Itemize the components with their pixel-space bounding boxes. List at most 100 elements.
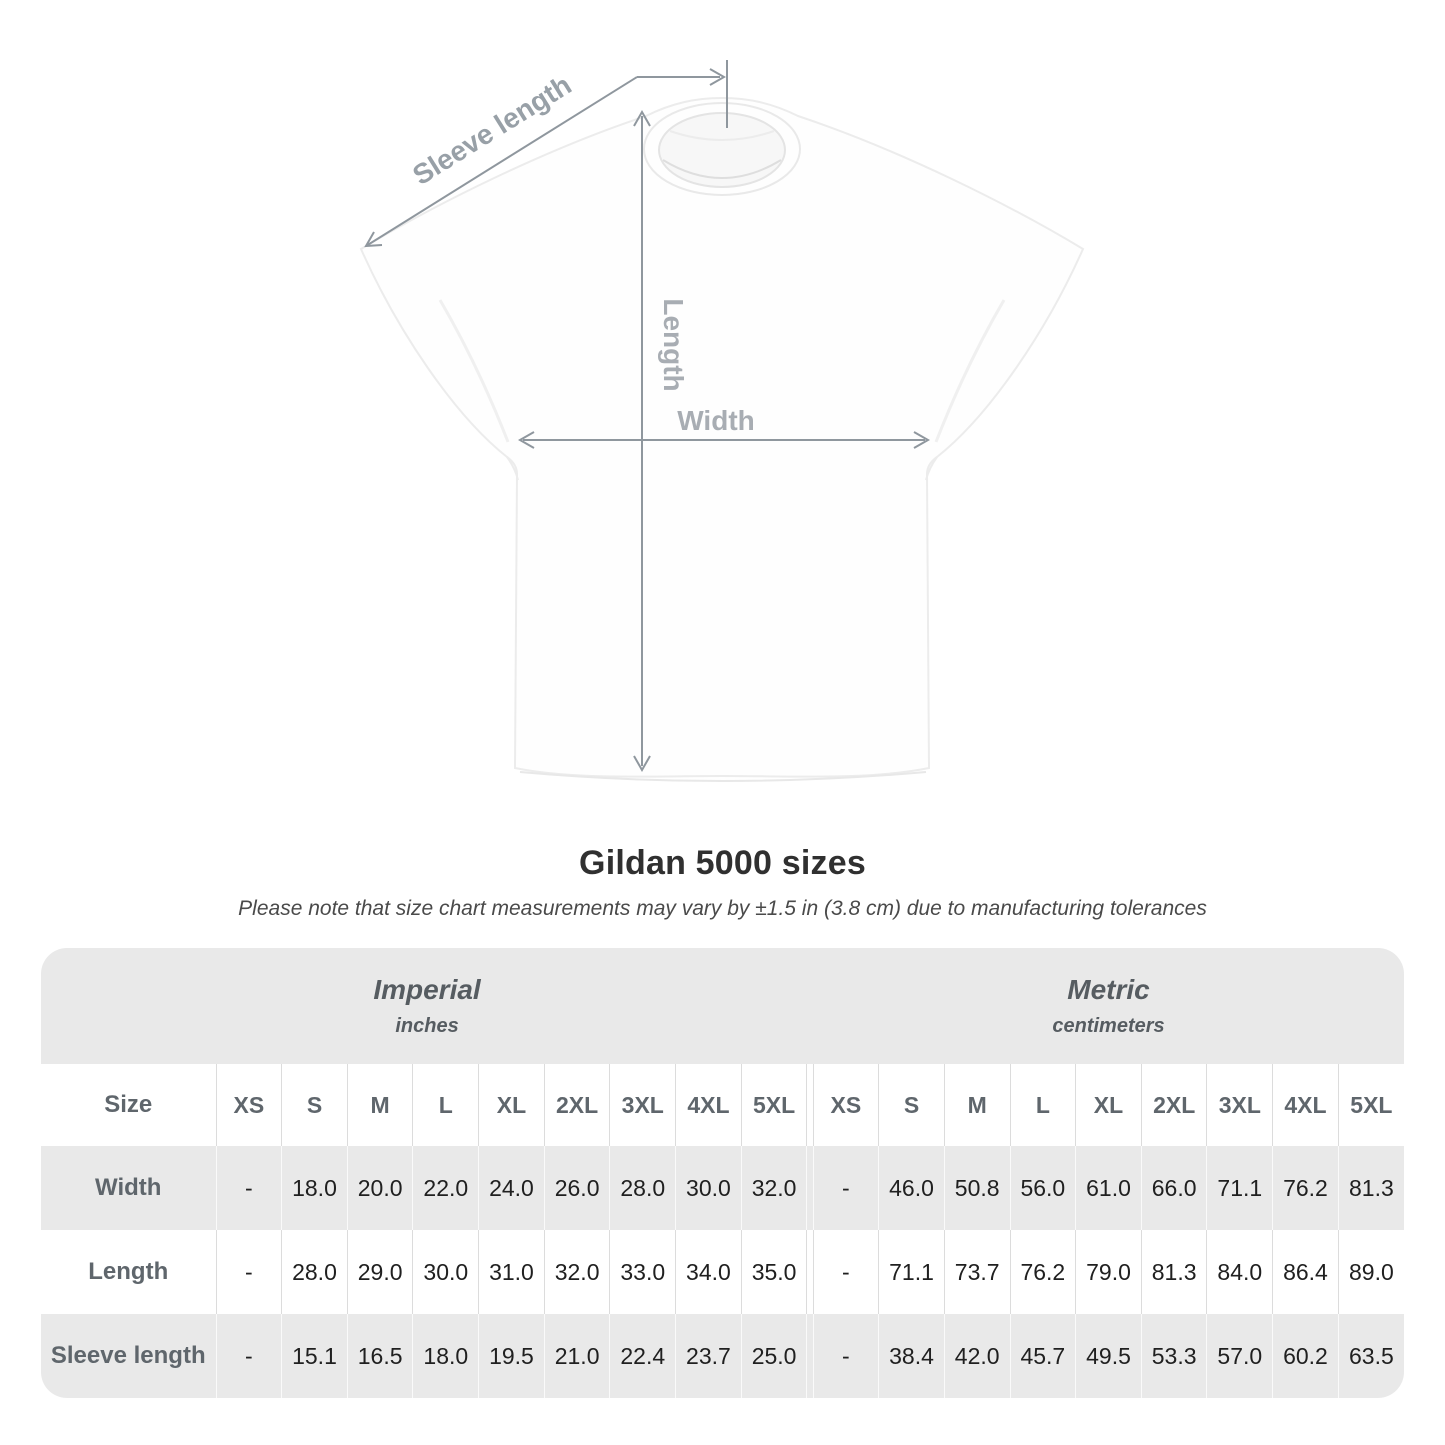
size-header-imperial-2xl: 2XL — [543, 1064, 610, 1146]
value-cell: - — [812, 1146, 879, 1230]
value-cell: 16.5 — [346, 1314, 413, 1398]
value-cell: 86.4 — [1272, 1230, 1339, 1314]
value-cell: 31.0 — [478, 1230, 545, 1314]
value-cell: 63.5 — [1337, 1314, 1404, 1398]
value-cell: 35.0 — [740, 1230, 807, 1314]
value-cell: 32.0 — [543, 1230, 610, 1314]
unit-header-row: Imperial inches Metric centimeters — [41, 948, 1404, 1064]
value-cell: 61.0 — [1075, 1146, 1142, 1230]
value-cell: 45.7 — [1009, 1314, 1076, 1398]
value-cell: 26.0 — [543, 1146, 610, 1230]
value-cell: 71.1 — [1206, 1146, 1273, 1230]
size-header-imperial-4xl: 4XL — [675, 1064, 742, 1146]
table-row-sleeve-length: Sleeve length - 15.1 16.5 18.0 19.5 21.0… — [41, 1314, 1404, 1398]
right-underarm-shadow — [925, 456, 938, 481]
size-header-imperial-3xl: 3XL — [609, 1064, 676, 1146]
value-cell: 49.5 — [1075, 1314, 1142, 1398]
value-cell: 28.0 — [281, 1230, 348, 1314]
tshirt-measurement-diagram: Sleeve length Length Width — [359, 60, 1085, 782]
section-divider — [806, 1230, 814, 1314]
size-header-metric-l: L — [1009, 1064, 1076, 1146]
size-header-imperial-m: M — [346, 1064, 413, 1146]
value-cell: 76.2 — [1272, 1146, 1339, 1230]
size-header-metric-s: S — [878, 1064, 945, 1146]
value-cell: - — [812, 1230, 879, 1314]
value-cell: 46.0 — [878, 1146, 945, 1230]
section-divider — [806, 1314, 814, 1398]
value-cell: 21.0 — [543, 1314, 610, 1398]
value-cell: 79.0 — [1075, 1230, 1142, 1314]
size-header-metric-2xl: 2XL — [1140, 1064, 1207, 1146]
value-cell: 38.4 — [878, 1314, 945, 1398]
value-cell: 18.0 — [412, 1314, 479, 1398]
value-cell: 29.0 — [346, 1230, 413, 1314]
value-cell: 32.0 — [740, 1146, 807, 1230]
value-cell: 15.1 — [281, 1314, 348, 1398]
value-cell: 20.0 — [346, 1146, 413, 1230]
row-label-length: Length — [41, 1230, 216, 1314]
row-label-sleeve-length: Sleeve length — [41, 1314, 216, 1398]
table-row-length: Length - 28.0 29.0 30.0 31.0 32.0 33.0 3… — [41, 1230, 1404, 1314]
value-cell: 81.3 — [1140, 1230, 1207, 1314]
length-label: Length — [658, 298, 689, 391]
value-cell: - — [215, 1146, 282, 1230]
right-sleeve-crease — [934, 299, 1006, 443]
size-table: Imperial inches Metric centimeters Size … — [41, 948, 1404, 1398]
metric-label: Metric — [1067, 974, 1150, 1005]
metric-section-header: Metric centimeters — [813, 948, 1404, 1064]
imperial-section-header: Imperial inches — [41, 948, 814, 1064]
value-cell: - — [812, 1314, 879, 1398]
size-header-metric-4xl: 4XL — [1272, 1064, 1339, 1146]
value-cell: 89.0 — [1337, 1230, 1404, 1314]
size-header-imperial-xl: XL — [478, 1064, 545, 1146]
width-arrow — [517, 431, 931, 449]
imperial-label: Imperial — [373, 974, 481, 1005]
size-header-imperial-s: S — [281, 1064, 348, 1146]
section-divider — [806, 1064, 814, 1146]
value-cell: 22.0 — [412, 1146, 479, 1230]
metric-unit-label: centimeters — [1052, 1015, 1165, 1037]
value-cell: 53.3 — [1140, 1314, 1207, 1398]
value-cell: 66.0 — [1140, 1146, 1207, 1230]
value-cell: 30.0 — [675, 1146, 742, 1230]
size-header-row: Size XS S M L XL 2XL 3XL 4XL 5XL XS S M … — [41, 1064, 1404, 1146]
value-cell: 56.0 — [1009, 1146, 1076, 1230]
collar-rib-outer — [643, 102, 801, 196]
value-cell: 22.4 — [609, 1314, 676, 1398]
page-title: Gildan 5000 sizes — [579, 844, 866, 882]
value-cell: 19.5 — [478, 1314, 545, 1398]
value-cell: 24.0 — [478, 1146, 545, 1230]
tshirt-body — [359, 96, 1085, 778]
value-cell: 50.8 — [943, 1146, 1011, 1230]
section-divider — [806, 1146, 814, 1230]
size-header-metric-5xl: 5XL — [1337, 1064, 1404, 1146]
row-label-width: Width — [41, 1146, 216, 1230]
tolerance-note: Please note that size chart measurements… — [238, 897, 1207, 920]
value-cell: - — [215, 1314, 282, 1398]
size-header-imperial-xs: XS — [215, 1064, 282, 1146]
collar-inner-shadow — [662, 159, 782, 179]
value-cell: 84.0 — [1206, 1230, 1273, 1314]
hem-shadow — [519, 771, 927, 782]
value-cell: 42.0 — [943, 1314, 1011, 1398]
size-column-header: Size — [41, 1064, 216, 1146]
table-row-width: Width - 18.0 20.0 22.0 24.0 26.0 28.0 30… — [41, 1146, 1404, 1230]
size-header-imperial-l: L — [412, 1064, 479, 1146]
imperial-unit-label: inches — [395, 1015, 459, 1037]
size-header-metric-3xl: 3XL — [1206, 1064, 1273, 1146]
value-cell: 34.0 — [675, 1230, 742, 1314]
size-header-metric-m: M — [943, 1064, 1011, 1146]
value-cell: 81.3 — [1337, 1146, 1404, 1230]
sleeve-length-arrow — [364, 60, 728, 248]
size-table-container: Imperial inches Metric centimeters Size … — [41, 948, 1404, 1398]
width-label: Width — [677, 405, 755, 436]
collar-opening — [658, 112, 786, 188]
size-header-metric-xs: XS — [812, 1064, 879, 1146]
value-cell: 57.0 — [1206, 1314, 1273, 1398]
value-cell: - — [215, 1230, 282, 1314]
value-cell: 73.7 — [943, 1230, 1011, 1314]
back-neck-seam — [669, 130, 775, 141]
value-cell: 25.0 — [740, 1314, 807, 1398]
value-cell: 18.0 — [281, 1146, 348, 1230]
